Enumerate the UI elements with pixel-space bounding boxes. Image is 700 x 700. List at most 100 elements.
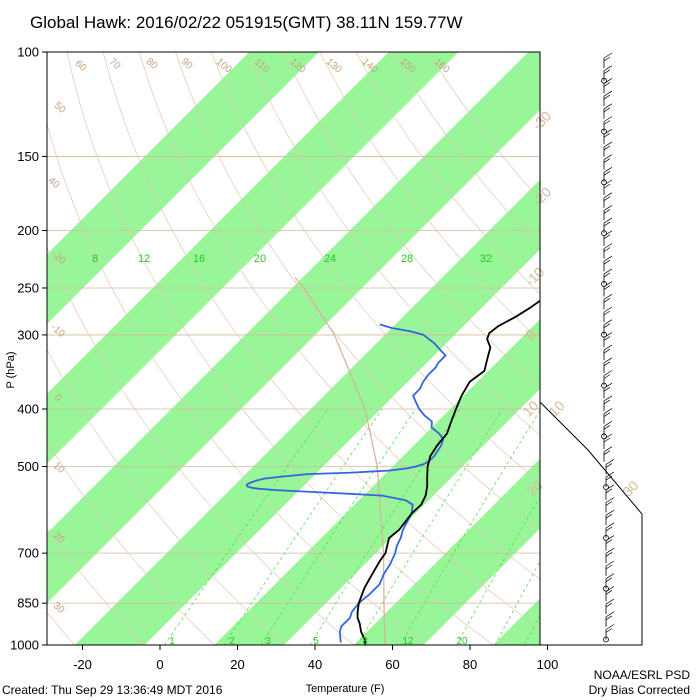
- wind-barb-flag: [603, 281, 613, 287]
- dry-adiabat-line: [47, 528, 145, 645]
- dry-adiabat-label: 10: [51, 460, 67, 476]
- wind-barb-flag: [603, 217, 613, 224]
- wind-barb-flag: [603, 425, 611, 430]
- x-axis-label: Temperature (F): [306, 683, 385, 695]
- wind-barb-flag: [603, 285, 611, 290]
- dry-adiabat-label: 80: [144, 56, 160, 72]
- wind-barb-flag: [603, 332, 613, 338]
- wind-barb-flag: [603, 298, 611, 303]
- mixing-ratio-label: 8: [362, 636, 368, 647]
- wind-barb-flag: [605, 611, 615, 618]
- y-tick-label: 100: [17, 45, 39, 60]
- wind-barb-flag: [603, 103, 613, 110]
- isotherm-band: [493, 598, 540, 645]
- mixing-ratio-line: [456, 495, 540, 645]
- mixing-ratio-line: [399, 409, 540, 645]
- mixing-ratio-label: 12: [402, 636, 414, 647]
- wind-barb-flag: [603, 446, 613, 452]
- wind-barb-flag: [603, 437, 611, 443]
- wind-barb-flag: [605, 463, 613, 468]
- wind-barb-flag: [603, 370, 613, 376]
- wind-barb-flag: [605, 577, 613, 582]
- wind-barb-flag: [603, 310, 611, 316]
- wind-barb-flag: [605, 475, 613, 481]
- wind-barb-flag: [603, 52, 613, 59]
- created-timestamp: Created: Thu Sep 29 13:36:49 MDT 2016: [2, 683, 223, 697]
- sounding-profiles: [246, 299, 540, 645]
- mixing-ratio-label: 5: [313, 636, 319, 647]
- mixing-ratio-label: 2: [229, 636, 235, 647]
- mixing-ratio-label: 24: [324, 253, 336, 265]
- dry-adiabat-line: [319, 52, 540, 342]
- wind-barb-flag: [603, 344, 613, 351]
- wind-barb-flag: [603, 154, 613, 160]
- parcel-path-line: [294, 277, 386, 645]
- dry-adiabat-label: 50: [52, 100, 68, 116]
- x-tick-label: 40: [308, 657, 322, 672]
- mixing-ratio-label: 12: [138, 253, 150, 265]
- mixing-ratio-label: 3: [265, 636, 271, 647]
- wind-barb-flag: [603, 145, 611, 151]
- wind-barb-flag: [605, 459, 615, 465]
- dry-adiabat-line: [102, 52, 540, 630]
- wind-panel-outline: [539, 401, 643, 646]
- mixing-ratio-line: [494, 560, 540, 645]
- mixing-ratio-line: [524, 614, 540, 645]
- wind-barb-flag: [603, 141, 613, 148]
- wind-barb-flag: [603, 107, 611, 113]
- wind-barb-flag: [603, 90, 613, 97]
- dry-adiabat-line: [47, 348, 285, 645]
- dry-adiabat-line: [138, 52, 540, 580]
- y-tick-label: 300: [17, 327, 39, 342]
- wind-barb-flag: [605, 484, 615, 491]
- wind-barb-flag: [605, 513, 613, 519]
- wind-barb-flag: [603, 116, 613, 122]
- wind-barb-flag: [603, 183, 611, 189]
- wind-barb-flag: [605, 501, 613, 506]
- y-tick-label: 850: [17, 596, 39, 611]
- background-gridlines: [0, 52, 540, 645]
- dry-adiabat-line: [175, 52, 540, 532]
- x-tick-label: -20: [73, 657, 92, 672]
- wind-barb-flag: [605, 552, 613, 557]
- dry-adiabat-line: [0, 52, 5, 645]
- wind-barb-flag: [603, 412, 611, 417]
- x-tick-label: 0: [156, 657, 163, 672]
- x-tick-label: 100: [537, 657, 559, 672]
- wind-barb-flag: [603, 209, 611, 214]
- wind-barb-flag: [605, 509, 615, 516]
- wind-barb-flag: [603, 361, 611, 367]
- wind-barb-flag: [605, 522, 615, 529]
- x-tick-label: 80: [463, 657, 477, 672]
- wind-barb-flag: [605, 471, 615, 478]
- dry-adiabat-label: 70: [107, 56, 123, 72]
- y-axis-label: P (hPa): [5, 351, 17, 388]
- wind-barb-flag: [603, 255, 613, 262]
- wind-barb-flag: [603, 268, 613, 275]
- wind-barb-flag: [603, 382, 613, 389]
- wind-barb-flag: [603, 294, 613, 300]
- wind-barb-flag: [603, 94, 611, 100]
- mixing-ratio-label: 20: [456, 636, 468, 647]
- wind-barb-flag: [603, 158, 611, 163]
- wind-barb-flag: [603, 319, 613, 325]
- wind-barb-flag: [603, 167, 613, 173]
- dry-adiabat-line: [47, 122, 424, 645]
- isotherm-label: 30: [619, 477, 641, 499]
- mixing-ratio-label: 8: [92, 253, 98, 265]
- wind-barb-flag: [605, 590, 613, 595]
- wind-barb-flag: [605, 526, 613, 532]
- wind-barb-flag: [605, 564, 613, 570]
- wind-barb-flag: [605, 624, 615, 630]
- wind-barb-flag: [603, 205, 613, 211]
- mixing-ratio-label: 28: [401, 253, 413, 265]
- wind-barb-flag: [603, 128, 613, 135]
- wind-barb-flag: [603, 243, 613, 249]
- wind-barb-flag: [603, 56, 611, 62]
- wind-barb-flag: [603, 171, 611, 176]
- mixing-ratio-label: 32: [480, 253, 492, 265]
- wind-barb-flag: [605, 602, 613, 608]
- wind-barb-flag: [603, 348, 611, 354]
